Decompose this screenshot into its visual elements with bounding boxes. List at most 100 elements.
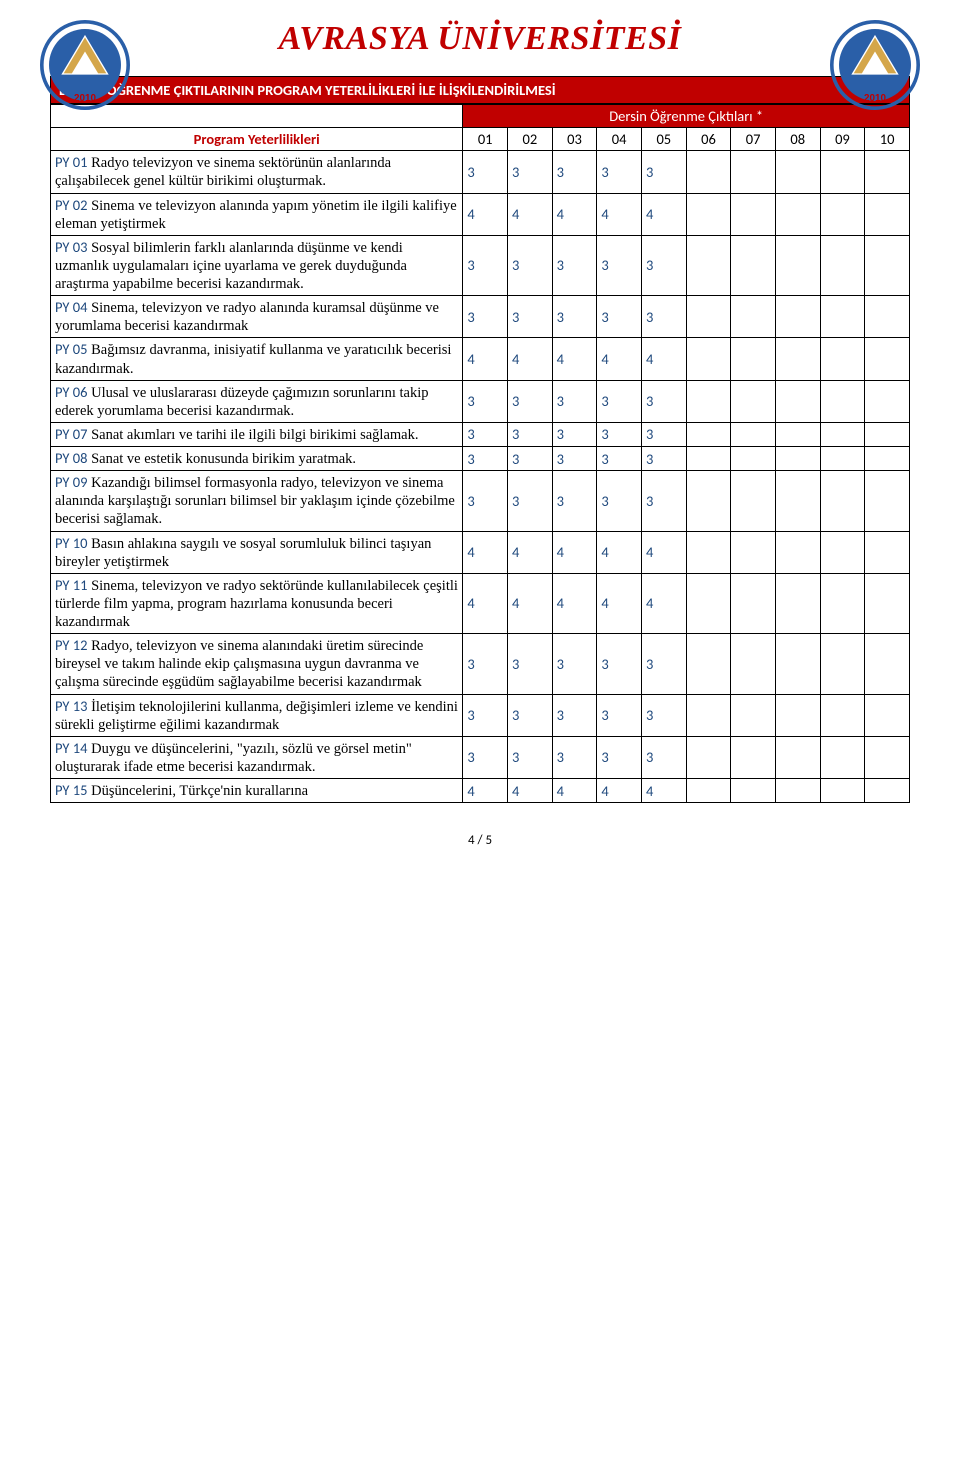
matrix-value-cell [731,151,776,193]
matrix-value-cell [865,694,910,736]
matrix-value-cell: 3 [597,634,642,694]
matrix-value-cell: 3 [641,235,686,295]
matrix-value-cell [686,634,731,694]
page-header: 2010 AVRASYA ÜNİVERSİTESİ 2010 [50,20,910,58]
matrix-value-cell [865,338,910,380]
matrix-value-cell [731,471,776,531]
column-header: 06 [686,128,731,151]
matrix-value-cell: 3 [463,422,508,446]
matrix-value-cell: 3 [508,736,553,778]
matrix-value-cell [865,296,910,338]
table-row-label: PY 02 Sinema ve televizyon alanında yapı… [51,193,463,235]
matrix-value-cell [820,380,865,422]
matrix-value-cell [686,736,731,778]
matrix-value-cell: 3 [641,736,686,778]
matrix-value-cell [686,296,731,338]
matrix-value-cell [731,380,776,422]
matrix-value-cell [731,338,776,380]
matrix-value-cell [865,151,910,193]
matrix-value-cell: 3 [508,296,553,338]
matrix-value-cell: 3 [597,736,642,778]
matrix-value-cell: 3 [641,422,686,446]
py-code: PY 01 [55,153,87,171]
matrix-value-cell [731,573,776,633]
matrix-value-cell [775,531,820,573]
matrix-value-cell [731,634,776,694]
py-code: PY 04 [55,298,87,316]
matrix-value-cell: 3 [641,694,686,736]
matrix-value-cell [686,531,731,573]
matrix-value-cell [731,193,776,235]
matrix-value-cell [775,736,820,778]
matrix-value-cell: 4 [641,779,686,803]
matrix-value-cell [820,531,865,573]
svg-text:2010: 2010 [74,93,96,104]
matrix-value-cell: 4 [552,573,597,633]
matrix-value-cell: 3 [552,694,597,736]
matrix-value-cell: 4 [597,779,642,803]
matrix-value-cell: 3 [463,235,508,295]
matrix-value-cell: 4 [597,193,642,235]
matrix-value-cell: 3 [552,235,597,295]
column-header: 03 [552,128,597,151]
table-row-label: PY 06 Ulusal ve uluslararası düzeyde çağ… [51,380,463,422]
matrix-value-cell: 3 [597,235,642,295]
matrix-value-cell: 3 [597,296,642,338]
matrix-value-cell: 4 [597,573,642,633]
py-code: PY 07 [55,425,87,443]
matrix-value-cell [775,779,820,803]
matrix-value-cell [775,338,820,380]
matrix-value-cell [820,736,865,778]
matrix-value-cell: 4 [552,338,597,380]
py-code: PY 14 [55,739,87,757]
matrix-value-cell: 3 [463,694,508,736]
column-header: 01 [463,128,508,151]
py-code: PY 02 [55,196,87,214]
matrix-value-cell: 3 [552,447,597,471]
section-title-bar: DERSİN ÖĞRENME ÇIKTILARININ PROGRAM YETE… [50,76,910,104]
matrix-value-cell [865,573,910,633]
matrix-value-cell: 3 [641,447,686,471]
matrix-value-cell [686,193,731,235]
table-row-label: PY 09 Kazandığı bilimsel formasyonla rad… [51,471,463,531]
matrix-value-cell: 3 [641,471,686,531]
matrix-value-cell: 4 [597,338,642,380]
matrix-value-cell [686,422,731,446]
matrix-value-cell [865,193,910,235]
program-competencies-header: Program Yeterlilikleri [51,128,463,151]
matrix-value-cell: 3 [508,151,553,193]
column-header: 07 [731,128,776,151]
py-code: PY 15 [55,781,87,799]
matrix-value-cell [775,380,820,422]
matrix-value-cell: 4 [552,779,597,803]
matrix-value-cell [820,151,865,193]
matrix-value-cell [865,380,910,422]
table-row-label: PY 10 Basın ahlakına saygılı ve sosyal s… [51,531,463,573]
matrix-value-cell [775,447,820,471]
matrix-value-cell [865,531,910,573]
matrix-value-cell: 4 [641,338,686,380]
matrix-value-cell [820,296,865,338]
table-row-label: PY 01 Radyo televizyon ve sinema sektörü… [51,151,463,193]
matrix-value-cell: 4 [463,338,508,380]
matrix-value-cell: 3 [597,471,642,531]
matrix-value-cell: 3 [463,151,508,193]
matrix-value-cell: 3 [508,447,553,471]
matrix-value-cell [820,779,865,803]
matrix-value-cell: 3 [508,634,553,694]
table-row-label: PY 14 Duygu ve düşüncelerini, "yazılı, s… [51,736,463,778]
matrix-value-cell [820,193,865,235]
matrix-value-cell [820,634,865,694]
matrix-value-cell [775,694,820,736]
matrix-value-cell [775,151,820,193]
matrix-value-cell [865,471,910,531]
matrix-value-cell [775,471,820,531]
matrix-value-cell: 3 [597,151,642,193]
matrix-value-cell [775,193,820,235]
matrix-value-cell [731,531,776,573]
matrix-value-cell: 3 [641,380,686,422]
column-header: 02 [508,128,553,151]
matrix-value-cell: 4 [508,338,553,380]
matrix-value-cell: 3 [463,447,508,471]
py-code: PY 13 [55,697,87,715]
